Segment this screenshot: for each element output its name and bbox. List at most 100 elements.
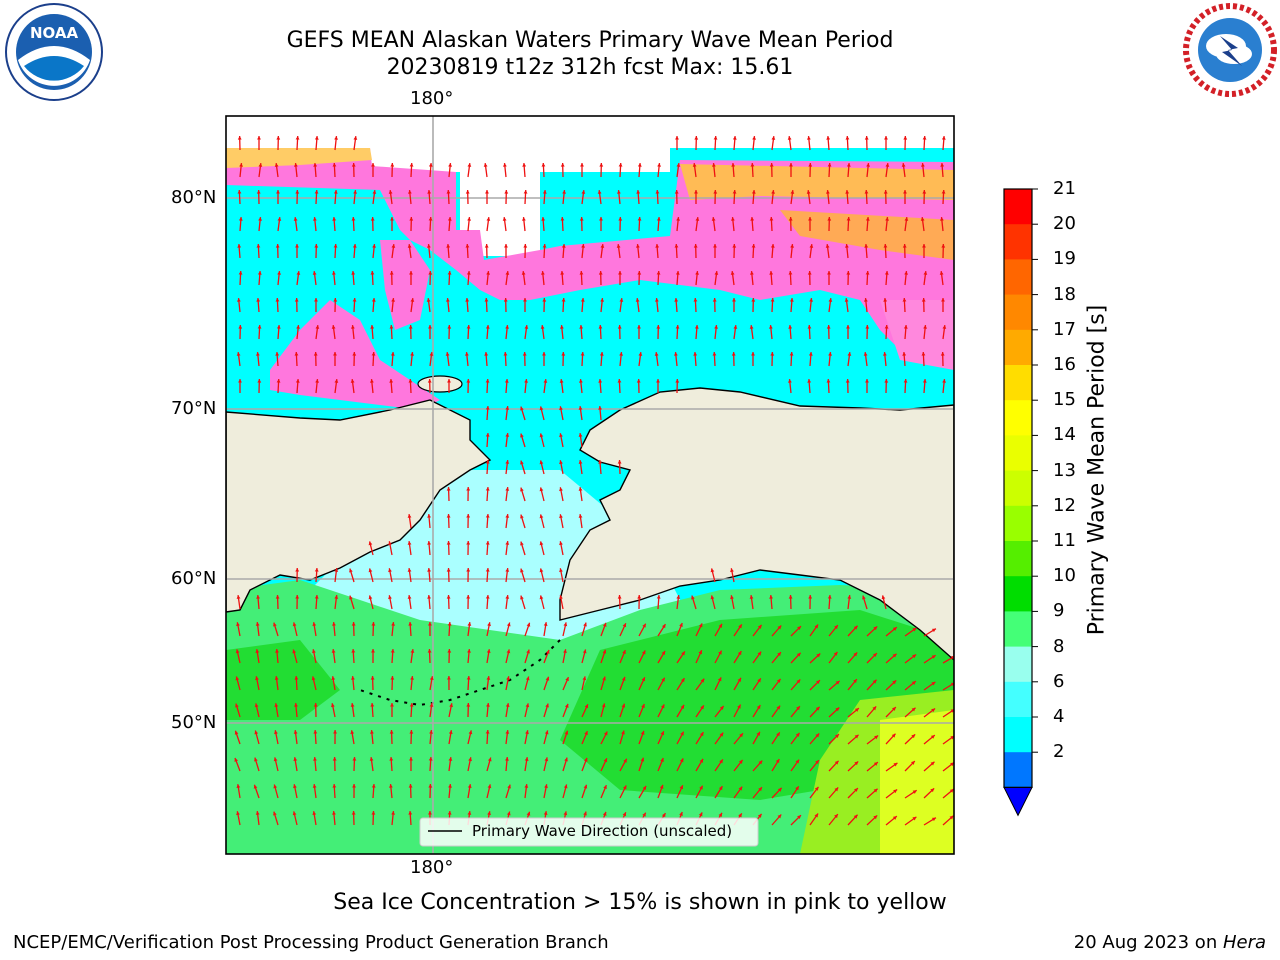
wave-arrow-head xyxy=(713,244,717,248)
wave-arrow-head xyxy=(313,757,317,761)
svg-text:NOAA: NOAA xyxy=(30,24,79,42)
wave-arrow-head xyxy=(275,649,279,653)
wave-arrow-head xyxy=(237,136,242,140)
wave-arrow-head xyxy=(485,433,490,437)
wave-arrow-head xyxy=(314,244,319,248)
wave-arrow-head xyxy=(428,757,433,761)
wave-arrow-head xyxy=(770,298,775,302)
wave-arrow-head xyxy=(749,595,754,599)
wave-arrow-head xyxy=(334,568,339,572)
wave-arrow-head xyxy=(600,244,605,248)
wave-arrow-head xyxy=(931,708,936,713)
wave-arrow-head xyxy=(503,298,508,302)
wave-arrow-head xyxy=(426,244,431,248)
wave-arrow-head xyxy=(675,379,680,383)
wave-arrow-head xyxy=(524,757,529,761)
wave-arrow-head xyxy=(315,325,320,329)
colorbar-title: Primary Wave Mean Period [s] xyxy=(1084,304,1110,636)
wave-arrow-head xyxy=(730,595,734,600)
wave-arrow-head xyxy=(806,190,811,194)
wave-arrow-head xyxy=(312,271,317,275)
wave-arrow-head xyxy=(276,190,280,194)
wave-arrow-head xyxy=(294,676,299,680)
colorbar-segment xyxy=(1004,189,1032,225)
wave-arrow-head xyxy=(273,622,277,627)
wave-arrow-head xyxy=(235,703,239,708)
wave-arrow-head xyxy=(559,460,563,465)
wave-arrow-head xyxy=(389,757,394,761)
wave-arrow-head xyxy=(710,595,715,600)
wave-arrow-head xyxy=(637,163,642,167)
wave-arrow-head xyxy=(447,271,452,275)
wave-arrow-head xyxy=(636,379,641,383)
wave-arrow-head xyxy=(312,217,317,221)
wave-arrow-head xyxy=(641,650,646,655)
wave-arrow-head xyxy=(539,568,544,573)
wave-arrow-head xyxy=(601,703,606,708)
wave-arrow-head xyxy=(751,352,755,356)
wave-arrow-head xyxy=(428,811,432,815)
wave-arrow-head xyxy=(827,271,831,275)
wave-arrow-head xyxy=(313,730,318,734)
wave-arrow-head xyxy=(544,757,549,762)
colorbar-segment xyxy=(1004,329,1032,366)
wave-arrow-head xyxy=(679,758,684,763)
wave-arrow-head xyxy=(901,163,906,167)
wave-arrow-head xyxy=(277,217,282,221)
wave-arrow-head xyxy=(730,217,735,221)
wave-arrow-head xyxy=(235,676,240,681)
wave-arrow-head xyxy=(485,325,490,329)
wave-arrow-head xyxy=(637,595,642,599)
wave-arrow-head xyxy=(750,217,755,221)
wave-arrow-head xyxy=(487,784,492,789)
wave-arrow-head xyxy=(467,784,472,788)
wave-arrow-head xyxy=(825,244,830,248)
wave-arrow-head xyxy=(292,811,297,816)
wave-arrow-head xyxy=(314,136,319,140)
wave-arrow-head xyxy=(866,163,871,167)
wave-arrow-head xyxy=(807,325,812,329)
wave-arrow-head xyxy=(618,217,623,221)
wave-arrow-head xyxy=(523,190,528,194)
wave-arrow-head xyxy=(581,190,586,194)
wave-arrow-head xyxy=(464,352,469,356)
wave-arrow-head xyxy=(578,406,583,410)
wave-arrow-head xyxy=(274,163,279,167)
wave-arrow-head xyxy=(253,784,258,789)
wave-arrow-head xyxy=(559,433,563,438)
wave-arrow-head xyxy=(370,676,375,680)
wave-arrow-head xyxy=(467,811,472,815)
wave-arrow-head xyxy=(314,595,319,599)
wave-arrow-head xyxy=(255,811,260,815)
colorbar-tick-label: 10 xyxy=(1053,565,1076,587)
wave-arrow-head xyxy=(578,514,583,518)
wave-arrow-head xyxy=(885,217,890,221)
wave-arrow-head xyxy=(545,703,549,708)
wave-arrow-head xyxy=(564,703,569,708)
wave-arrow-head xyxy=(732,244,737,248)
wave-arrow-head xyxy=(429,676,434,680)
wave-arrow-head xyxy=(930,761,935,766)
wave-arrow-head xyxy=(522,163,527,167)
chart-title: GEFS MEAN Alaskan Waters Primary Wave Me… xyxy=(286,28,894,53)
wave-arrow-head xyxy=(902,298,907,302)
wave-arrow-head xyxy=(942,379,947,383)
wave-arrow-head xyxy=(789,163,793,167)
wave-arrow-head xyxy=(542,352,546,356)
wave-arrow-head xyxy=(504,379,509,383)
wave-arrow-head xyxy=(676,163,681,167)
wave-arrow-head xyxy=(713,136,718,140)
colorbar-tick-label: 2 xyxy=(1053,741,1065,763)
wave-arrow-head xyxy=(695,217,700,221)
wave-arrow-head xyxy=(312,784,317,788)
wave-arrow-head xyxy=(881,595,886,600)
wave-arrow-head xyxy=(485,406,490,410)
wave-arrow-head xyxy=(712,298,717,302)
wave-arrow-head xyxy=(655,244,660,248)
wave-arrow-head xyxy=(332,811,336,815)
wave-arrow-head xyxy=(674,244,679,248)
wave-arrow-head xyxy=(521,271,526,275)
wave-arrow-head xyxy=(447,325,452,329)
wave-arrow-head xyxy=(254,730,259,735)
wave-arrow-head xyxy=(427,541,431,545)
